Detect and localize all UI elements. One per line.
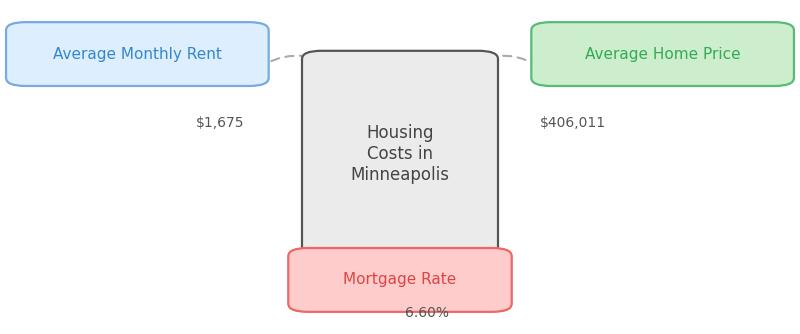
Text: Average Home Price: Average Home Price (585, 46, 741, 61)
Text: $406,011: $406,011 (539, 116, 606, 130)
Text: Mortgage Rate: Mortgage Rate (343, 273, 457, 288)
FancyBboxPatch shape (6, 22, 269, 86)
Text: Average Monthly Rent: Average Monthly Rent (53, 46, 222, 61)
Text: 6.60%: 6.60% (406, 306, 450, 320)
Text: Housing
Costs in
Minneapolis: Housing Costs in Minneapolis (350, 124, 450, 184)
Text: $1,675: $1,675 (195, 116, 244, 130)
FancyBboxPatch shape (302, 51, 498, 257)
FancyBboxPatch shape (531, 22, 794, 86)
FancyBboxPatch shape (288, 248, 512, 312)
